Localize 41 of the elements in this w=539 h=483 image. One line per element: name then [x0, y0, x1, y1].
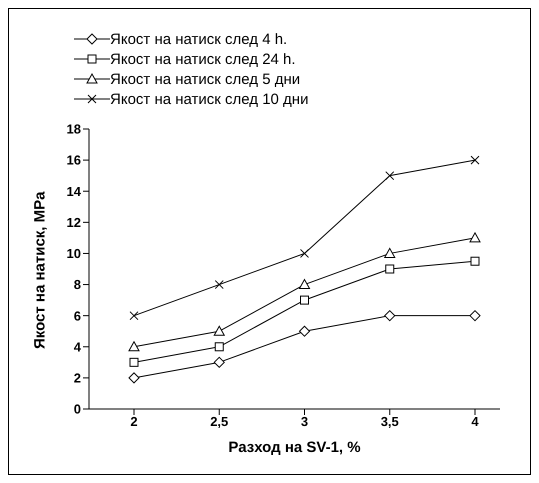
y-tick-label: 8: [74, 277, 81, 292]
point: [128, 372, 140, 384]
x-axis-title: Разход на SV-1, %: [228, 439, 361, 456]
point: [384, 248, 396, 258]
x-tick-label: 2: [130, 414, 138, 430]
point: [299, 326, 310, 337]
legend-label: Якост на натиск след 24 h.: [110, 50, 296, 68]
y-axis-title: Якост на натиск, MPa: [31, 190, 48, 349]
point: [128, 341, 140, 352]
point: [385, 264, 394, 274]
y-tick-label: 4: [74, 339, 82, 354]
point: [300, 296, 309, 305]
point: [385, 171, 394, 180]
legend-label: Якост на натиск след 4 h.: [110, 30, 288, 48]
y-tick-label: 6: [74, 308, 81, 324]
x-tick-label: 4: [471, 414, 480, 430]
point: [214, 342, 224, 352]
point: [470, 156, 480, 165]
y-tick-label: 2: [74, 370, 81, 386]
legend-label: Якост на натиск след 5 дни: [110, 70, 300, 88]
point: [384, 310, 396, 322]
point: [299, 279, 310, 290]
x-tick-label: 2,5: [210, 414, 228, 430]
point: [214, 356, 225, 368]
y-tick-label: 12: [66, 214, 81, 230]
point: [214, 280, 224, 290]
y-tick-label: 0: [74, 402, 81, 417]
point: [130, 358, 138, 367]
y-tick-label: 18: [66, 122, 81, 137]
x-tick-label: 3,5: [380, 414, 399, 430]
y-tick-label: 10: [66, 246, 81, 262]
legend-label: Якост на натиск след 10 дни: [110, 90, 308, 108]
x-tick-label: 3: [300, 414, 308, 430]
point: [470, 232, 480, 242]
point: [214, 326, 225, 336]
point: [470, 310, 480, 322]
point: [130, 311, 138, 320]
point: [470, 256, 480, 266]
point: [300, 248, 309, 258]
y-tick-label: 14: [66, 184, 82, 199]
y-tick-label: 16: [66, 152, 81, 168]
